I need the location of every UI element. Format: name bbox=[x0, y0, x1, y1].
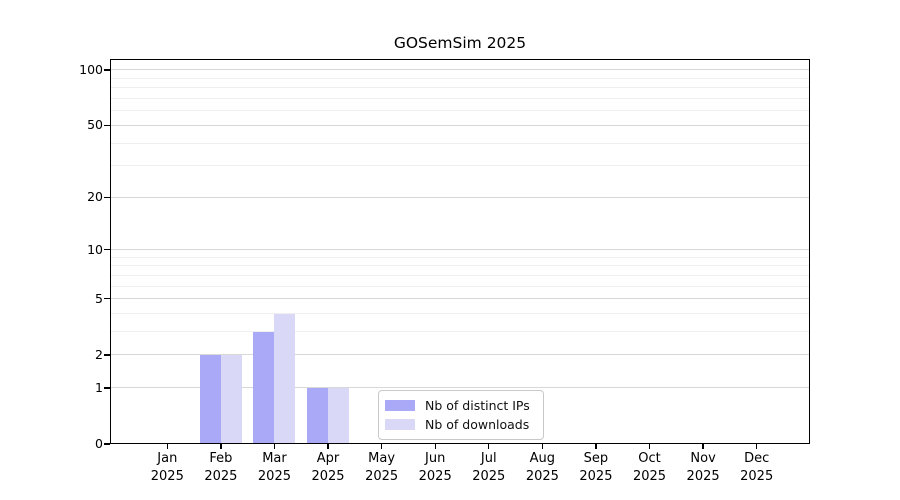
x-tick-mark bbox=[327, 444, 329, 449]
legend-swatch bbox=[385, 419, 415, 430]
minor-gridline bbox=[110, 331, 810, 333]
legend-entry: Nb of distinct IPs bbox=[379, 396, 543, 415]
major-gridline bbox=[110, 249, 810, 251]
y-tick-mark bbox=[104, 387, 110, 389]
x-tick-label: Feb 2025 bbox=[189, 450, 253, 485]
major-gridline bbox=[110, 387, 810, 389]
major-gridline bbox=[110, 298, 810, 300]
y-tick-label: 20 bbox=[87, 189, 103, 205]
bar-nb-of-downloads bbox=[220, 354, 242, 444]
x-tick-mark bbox=[380, 444, 383, 449]
x-tick-label: Aug 2025 bbox=[510, 450, 574, 485]
y-tick-label: 0 bbox=[95, 436, 103, 451]
y-tick-label: 2 bbox=[95, 346, 103, 362]
x-tick-label: Mar 2025 bbox=[242, 450, 306, 485]
minor-gridline bbox=[110, 285, 810, 287]
bar-nb-of-downloads bbox=[328, 387, 350, 444]
bar-nb-of-distinct-ips bbox=[199, 354, 221, 444]
x-tick-year: 2025 bbox=[311, 468, 345, 484]
y-tick-label: 5 bbox=[95, 290, 103, 306]
x-tick-mark bbox=[648, 444, 651, 449]
x-tick-month: Mar bbox=[262, 451, 287, 466]
legend-swatch bbox=[385, 400, 415, 411]
major-gridline bbox=[110, 124, 810, 126]
x-tick-month: Sep bbox=[583, 451, 609, 466]
minor-gridline bbox=[110, 98, 810, 100]
x-tick-label: Apr 2025 bbox=[296, 450, 360, 485]
x-tick-label: Jun 2025 bbox=[403, 450, 467, 485]
x-tick-mark bbox=[434, 444, 436, 449]
y-tick-label: 100 bbox=[79, 61, 103, 77]
minor-gridline bbox=[110, 265, 810, 267]
x-tick-mark bbox=[166, 444, 168, 449]
minor-gridline bbox=[110, 77, 810, 79]
y-tick-mark bbox=[104, 443, 110, 445]
x-tick-label: Oct 2025 bbox=[618, 450, 682, 485]
y-tick-label: 10 bbox=[87, 241, 103, 257]
x-tick-label: Jan 2025 bbox=[135, 450, 199, 485]
minor-gridline bbox=[110, 313, 810, 315]
x-tick-label: May 2025 bbox=[350, 450, 414, 485]
legend-label: Nb of distinct IPs bbox=[425, 398, 530, 413]
x-tick-year: 2025 bbox=[365, 468, 399, 484]
y-tick-label: 1 bbox=[95, 379, 103, 395]
x-tick-year: 2025 bbox=[632, 468, 667, 484]
x-tick-year: 2025 bbox=[579, 468, 613, 484]
x-tick-year: 2025 bbox=[150, 468, 184, 484]
legend-entry: Nb of downloads bbox=[379, 415, 543, 434]
x-tick-month: Feb bbox=[209, 451, 233, 466]
minor-gridline bbox=[110, 165, 810, 167]
x-tick-mark bbox=[755, 444, 758, 449]
x-tick-month: Oct bbox=[638, 451, 661, 466]
minor-gridline bbox=[110, 274, 810, 276]
y-tick-mark bbox=[104, 354, 110, 356]
legend-label: Nb of downloads bbox=[425, 417, 530, 432]
x-tick-month: Jun bbox=[425, 451, 446, 466]
x-tick-month: Jan bbox=[157, 451, 178, 466]
plot-area bbox=[110, 59, 810, 444]
x-tick-year: 2025 bbox=[418, 468, 452, 484]
chart-title: GOSemSim 2025 bbox=[393, 34, 527, 52]
x-tick-label: Nov 2025 bbox=[671, 450, 735, 485]
y-tick-mark bbox=[104, 124, 110, 127]
x-tick-mark bbox=[595, 444, 597, 449]
bar-nb-of-downloads bbox=[274, 313, 296, 444]
minor-gridline bbox=[110, 87, 810, 89]
y-tick-mark bbox=[104, 248, 110, 251]
x-tick-month: Jul bbox=[480, 451, 497, 466]
y-tick-mark bbox=[104, 196, 110, 198]
major-gridline bbox=[110, 354, 810, 356]
bar-nb-of-distinct-ips bbox=[253, 331, 275, 444]
major-gridline bbox=[110, 69, 810, 71]
y-tick-mark bbox=[104, 298, 110, 300]
x-tick-month: May bbox=[368, 451, 396, 466]
x-tick-year: 2025 bbox=[525, 468, 559, 484]
legend: Nb of distinct IPs Nb of downloads bbox=[378, 390, 544, 440]
minor-gridline bbox=[110, 142, 810, 144]
minor-gridline bbox=[110, 110, 810, 112]
x-tick-year: 2025 bbox=[204, 468, 238, 484]
x-tick-label: Sep 2025 bbox=[564, 450, 628, 485]
x-tick-label: Dec 2025 bbox=[725, 450, 789, 485]
x-tick-year: 2025 bbox=[472, 468, 506, 484]
x-tick-month: Apr bbox=[316, 451, 340, 466]
major-gridline bbox=[110, 196, 810, 198]
y-tick-mark bbox=[104, 69, 110, 71]
x-tick-mark bbox=[541, 444, 544, 449]
x-tick-mark bbox=[702, 444, 704, 449]
x-tick-month: Aug bbox=[529, 451, 556, 466]
x-tick-year: 2025 bbox=[257, 468, 291, 484]
y-tick-label: 50 bbox=[87, 117, 103, 133]
x-tick-label: Jul 2025 bbox=[457, 450, 521, 485]
x-tick-year: 2025 bbox=[740, 468, 774, 484]
x-tick-mark bbox=[273, 444, 276, 449]
bar-nb-of-distinct-ips bbox=[307, 387, 329, 444]
x-tick-year: 2025 bbox=[686, 468, 720, 484]
x-tick-month: Nov bbox=[690, 451, 716, 466]
x-tick-mark bbox=[220, 444, 222, 449]
x-tick-mark bbox=[488, 444, 490, 449]
minor-gridline bbox=[110, 256, 810, 258]
x-tick-month: Dec bbox=[744, 451, 770, 466]
